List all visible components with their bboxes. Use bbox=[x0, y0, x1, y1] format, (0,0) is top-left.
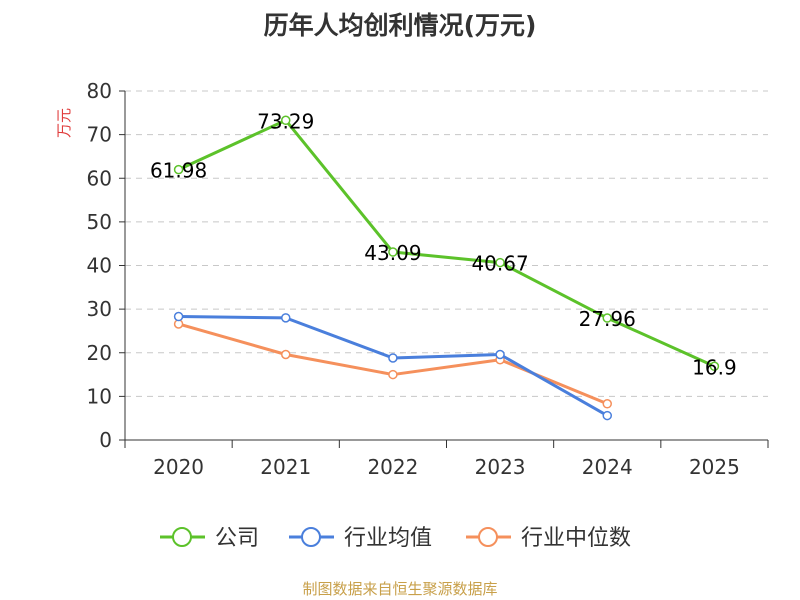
data-point bbox=[281, 115, 291, 126]
data-point bbox=[388, 369, 398, 380]
x-tick-label: 2025 bbox=[689, 455, 740, 479]
source-note: 制图数据来自恒生聚源数据库 bbox=[302, 580, 498, 598]
data-point bbox=[173, 164, 184, 175]
legend-swatch-marker bbox=[478, 527, 498, 547]
data-label: 16.9 bbox=[692, 355, 737, 379]
series-line-2 bbox=[178, 322, 608, 406]
legend[interactable]: 公司 行业均值 行业中位数 bbox=[160, 526, 631, 551]
data-point bbox=[173, 311, 184, 322]
axes: 0 10 20 30 40 50 60 70 80 2020 2021 2022 2023 2024 202… bbox=[55, 79, 769, 479]
x-tick-label: 2022 bbox=[367, 455, 418, 479]
y-tick-label: 60 bbox=[87, 166, 112, 190]
data-labels: 61.98 73.29 43.09 40.67 27.96 16.9 bbox=[150, 109, 737, 379]
y-tick-label: 40 bbox=[87, 254, 112, 278]
data-label: 61.98 bbox=[150, 159, 207, 183]
data-point bbox=[709, 361, 720, 372]
x-tick-label: 2021 bbox=[260, 455, 311, 479]
legend-swatch-marker bbox=[301, 527, 321, 547]
legend-swatch-marker bbox=[172, 527, 192, 547]
data-point bbox=[281, 313, 291, 323]
legend-item[interactable]: 行业均值 bbox=[289, 526, 432, 551]
legend-item[interactable]: 行业中位数 bbox=[466, 526, 631, 551]
series-lines bbox=[173, 115, 720, 421]
y-tick-label: 20 bbox=[87, 341, 112, 365]
legend-label: 公司 bbox=[215, 526, 259, 551]
y-tick-label: 50 bbox=[87, 210, 112, 234]
data-point bbox=[602, 399, 612, 409]
y-tick-label: 30 bbox=[87, 297, 112, 321]
x-tick-label: 2024 bbox=[582, 455, 633, 479]
data-point bbox=[495, 349, 505, 360]
chart-title: 历年人均创利情况(万元) bbox=[263, 11, 537, 40]
y-tick-label: 80 bbox=[87, 79, 112, 103]
series-line-1 bbox=[178, 315, 608, 417]
data-point bbox=[602, 410, 612, 421]
data-point bbox=[281, 349, 291, 360]
data-point bbox=[388, 247, 398, 257]
y-tick-label: 70 bbox=[87, 123, 112, 147]
data-label: 27.96 bbox=[579, 307, 636, 331]
x-tick-label: 2020 bbox=[153, 455, 204, 479]
data-point bbox=[602, 313, 612, 323]
data-label: 43.09 bbox=[364, 241, 421, 265]
legend-item[interactable]: 公司 bbox=[160, 526, 259, 551]
data-label: 40.67 bbox=[471, 252, 528, 276]
legend-label: 行业中位数 bbox=[521, 526, 631, 551]
y-tick-label: 10 bbox=[87, 384, 112, 408]
data-point bbox=[388, 353, 398, 363]
legend-label: 行业均值 bbox=[344, 526, 432, 551]
x-tick-label: 2023 bbox=[475, 455, 526, 479]
data-point bbox=[495, 257, 505, 268]
data-label: 73.29 bbox=[257, 109, 314, 133]
grid-lines bbox=[125, 90, 768, 397]
series-line-0 bbox=[177, 118, 716, 368]
y-axis-label: 万元 bbox=[55, 108, 73, 138]
y-tick-label: 0 bbox=[99, 428, 112, 452]
